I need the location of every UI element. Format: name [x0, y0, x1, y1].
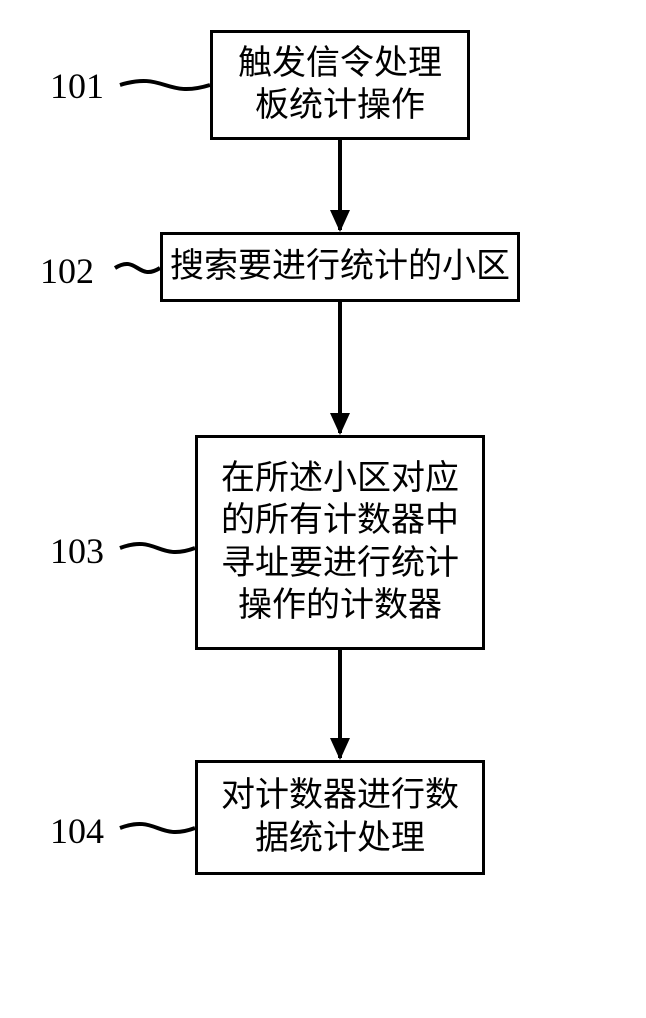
step-label-102: 102 — [40, 250, 94, 292]
label-connector — [120, 81, 210, 89]
label-connector — [115, 264, 160, 272]
step-label-104: 104 — [50, 810, 104, 852]
flow-node-text: 触发信令处理板统计操作 — [238, 43, 442, 128]
flow-node-process-counter: 对计数器进行数据统计处理 — [195, 760, 485, 875]
flow-node-text: 搜索要进行统计的小区 — [170, 246, 510, 289]
flow-node-text: 对计数器进行数据统计处理 — [221, 775, 459, 860]
flow-node-trigger: 触发信令处理板统计操作 — [210, 30, 470, 140]
step-label-101: 101 — [50, 65, 104, 107]
label-connector — [120, 824, 195, 832]
step-label-text: 104 — [50, 811, 104, 851]
step-label-text: 102 — [40, 251, 94, 291]
label-connector — [120, 544, 195, 552]
flow-node-text: 在所述小区对应的所有计数器中寻址要进行统计操作的计数器 — [221, 458, 459, 628]
step-label-103: 103 — [50, 530, 104, 572]
flow-node-search-cell: 搜索要进行统计的小区 — [160, 232, 520, 302]
flowchart-canvas: 触发信令处理板统计操作 搜索要进行统计的小区 在所述小区对应的所有计数器中寻址要… — [0, 0, 646, 1018]
step-label-text: 101 — [50, 66, 104, 106]
flow-node-locate-counter: 在所述小区对应的所有计数器中寻址要进行统计操作的计数器 — [195, 435, 485, 650]
step-label-text: 103 — [50, 531, 104, 571]
